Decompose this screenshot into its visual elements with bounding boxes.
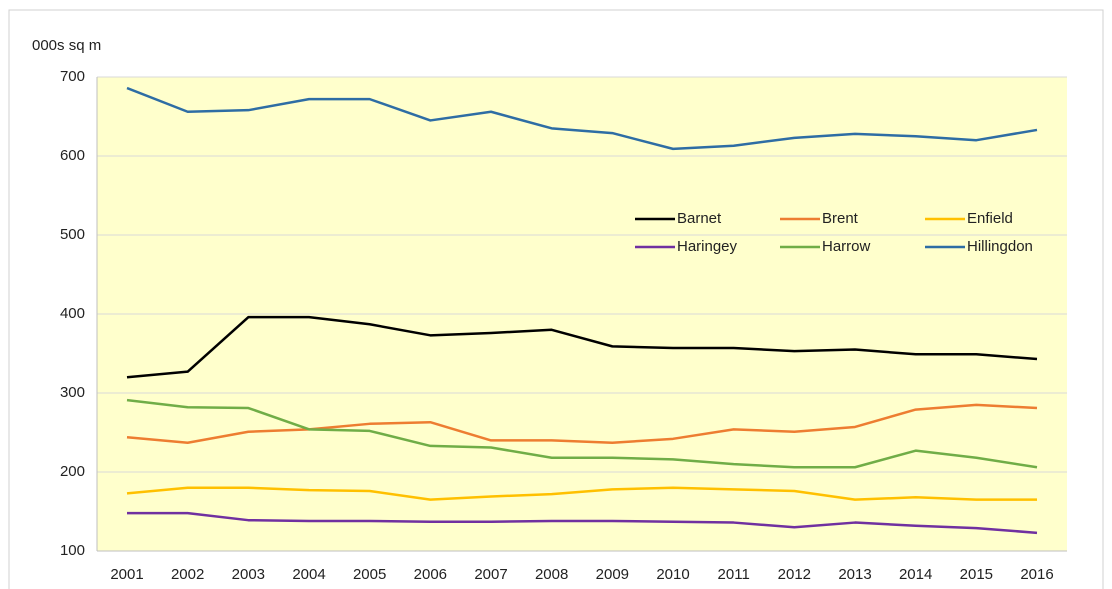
x-tick-label: 2007 xyxy=(474,566,507,583)
x-tick-label: 2006 xyxy=(414,566,447,583)
x-tick-label: 2005 xyxy=(353,566,386,583)
x-tick-label: 2011 xyxy=(718,566,750,583)
series-line xyxy=(126,86,1038,151)
x-tick-label: 2003 xyxy=(232,566,265,583)
x-tick-label: 2001 xyxy=(110,566,143,583)
x-tick-label: 2014 xyxy=(899,566,932,583)
x-tick-label: 2004 xyxy=(292,566,325,583)
series-line xyxy=(127,511,1038,535)
legend-label: Haringey xyxy=(677,238,738,255)
legend-label: Hillingdon xyxy=(967,238,1033,255)
series-line xyxy=(126,403,1038,445)
legend-label: Brent xyxy=(822,210,859,227)
y-tick-label: 300 xyxy=(60,384,85,401)
legend-label: Harrow xyxy=(822,238,871,255)
x-tick-label: 2002 xyxy=(171,566,204,583)
y-axis-label: 000s sq m xyxy=(32,37,101,54)
y-tick-label: 500 xyxy=(60,226,85,243)
x-tick-label: 2016 xyxy=(1020,566,1053,583)
x-tick-label: 2013 xyxy=(838,566,871,583)
legend-label: Barnet xyxy=(677,210,722,227)
series-line xyxy=(126,315,1038,379)
legend-label: Enfield xyxy=(967,210,1013,227)
x-tick-label: 2008 xyxy=(535,566,568,583)
x-tick-label: 2010 xyxy=(656,566,689,583)
x-tick-label: 2009 xyxy=(596,566,629,583)
y-tick-label: 600 xyxy=(60,147,85,164)
y-tick-label: 200 xyxy=(60,463,85,480)
x-tick-label: 2015 xyxy=(960,566,993,583)
chart-frame xyxy=(8,9,1104,589)
series-line xyxy=(126,486,1037,501)
y-tick-label: 100 xyxy=(60,542,85,559)
series-line xyxy=(126,398,1038,469)
x-tick-label: 2012 xyxy=(778,566,811,583)
y-tick-label: 700 xyxy=(60,68,85,85)
y-tick-label: 400 xyxy=(60,305,85,322)
